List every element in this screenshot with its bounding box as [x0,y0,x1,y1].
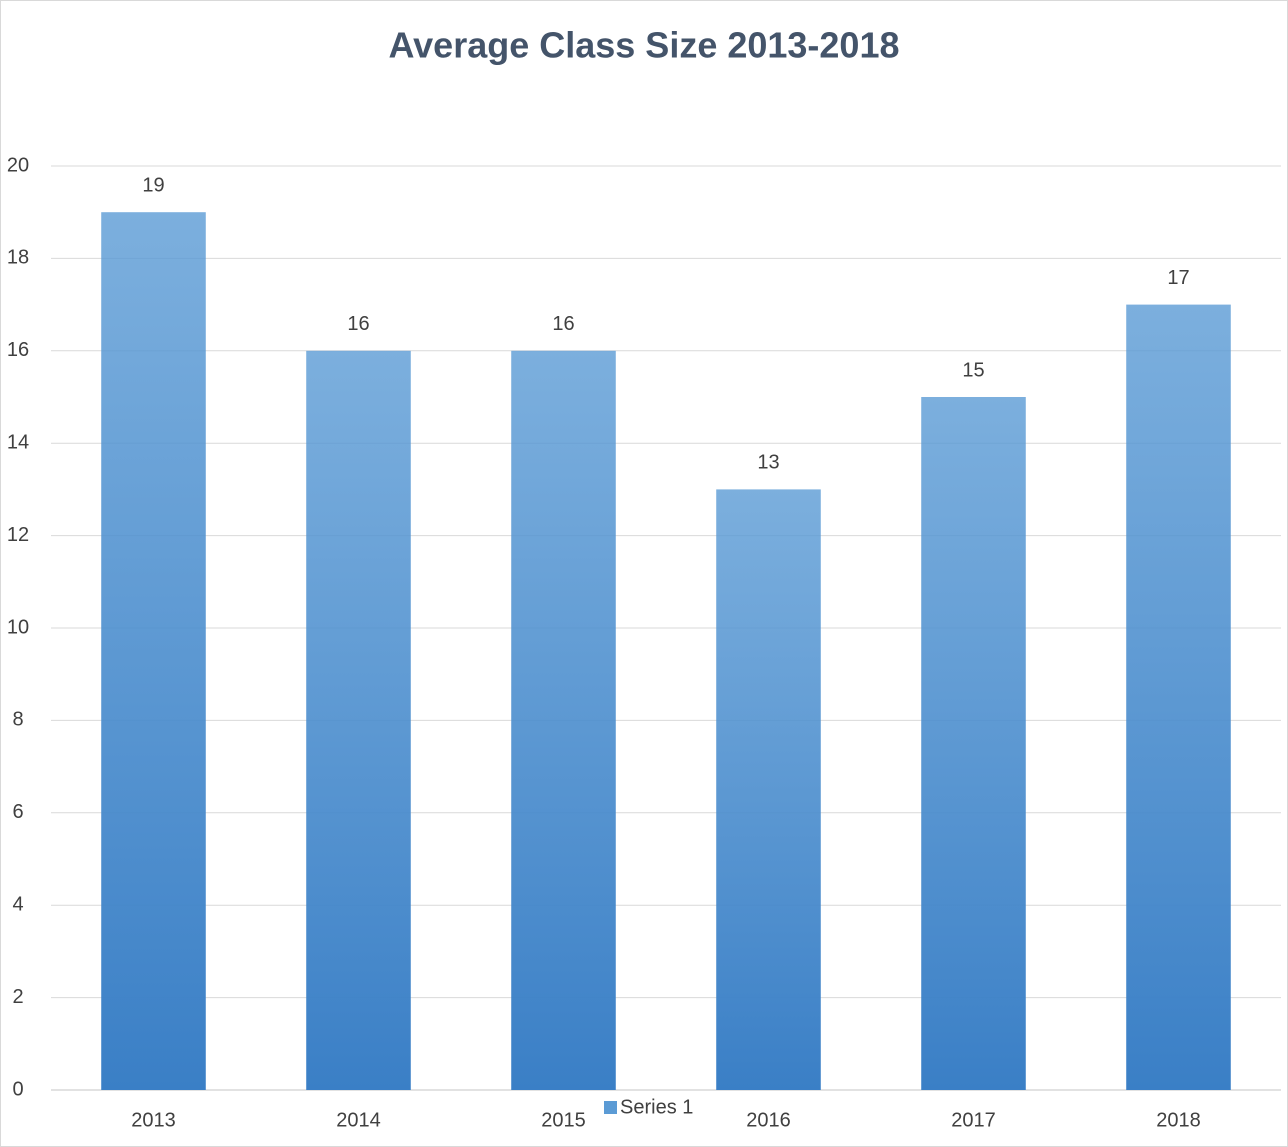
y-tick-label: 0 [12,1078,23,1100]
y-tick-label: 10 [7,616,29,638]
data-label: 17 [1167,267,1189,289]
bar [511,350,616,1090]
bar [306,350,411,1090]
y-tick-label: 12 [7,524,29,546]
x-tick-label: 2018 [1156,1109,1201,1131]
data-label: 16 [552,313,574,335]
y-tick-label: 18 [7,247,29,269]
x-tick-label: 2014 [336,1109,381,1131]
y-tick-label: 6 [12,801,23,823]
bar [716,489,821,1090]
legend-label: Series 1 [620,1096,693,1118]
y-tick-label: 4 [12,893,23,915]
x-tick-label: 2017 [951,1109,996,1131]
bar [101,212,206,1090]
bar [921,397,1026,1090]
data-label: 15 [962,359,984,381]
x-tick-label: 2015 [541,1109,586,1131]
y-tick-label: 14 [7,431,29,453]
y-tick-label: 20 [7,154,29,176]
y-tick-label: 2 [12,986,23,1008]
data-label: 16 [347,313,369,335]
data-label: 13 [757,452,779,474]
x-tick-label: 2013 [131,1109,176,1131]
data-label: 19 [142,174,164,196]
y-tick-label: 8 [12,709,23,731]
legend-swatch [604,1101,617,1114]
bar [1126,304,1231,1091]
chart-title: Average Class Size 2013-2018 [388,25,899,66]
x-tick-label: 2016 [746,1109,791,1131]
y-tick-label: 16 [7,339,29,361]
